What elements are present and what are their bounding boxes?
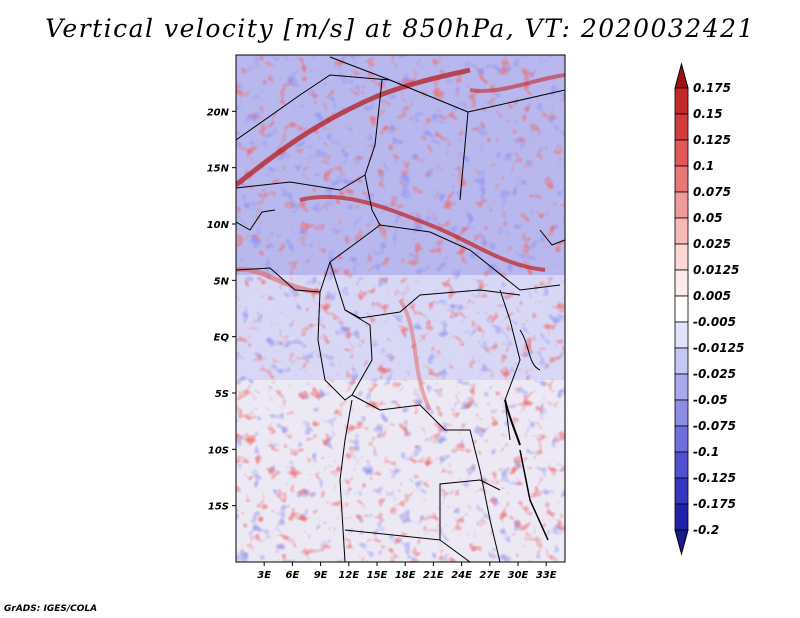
lake-malawi-shore bbox=[519, 449, 549, 541]
colorbar-swatch bbox=[674, 347, 689, 375]
colorbar-swatch bbox=[674, 399, 689, 427]
colorbar-label: 0.0125 bbox=[693, 263, 739, 277]
vertical-velocity-field bbox=[236, 55, 565, 562]
ascent-band-northeast bbox=[469, 73, 565, 93]
ascent-band-sahel-west bbox=[236, 67, 471, 187]
colorbar-label: -0.025 bbox=[693, 367, 736, 381]
algeria-niger-border bbox=[236, 74, 391, 141]
west-africa-border bbox=[236, 209, 276, 231]
colorbar-swatch bbox=[674, 191, 689, 219]
colorbar-swatch bbox=[674, 425, 689, 453]
lon-tick-label: 18E bbox=[395, 570, 416, 581]
lat-tick-label: 5N bbox=[214, 276, 230, 287]
lon-tick-label: 27E bbox=[479, 570, 500, 581]
colorbar-label: 0.1 bbox=[693, 159, 714, 173]
colorbar-label: 0.075 bbox=[693, 185, 731, 199]
colorbar-swatch bbox=[674, 295, 689, 323]
gabon-congo-coast bbox=[317, 291, 353, 401]
ascent-band-central bbox=[299, 194, 546, 272]
colorbar-label: -0.05 bbox=[693, 393, 728, 407]
map-title: Vertical velocity [m/s] at 850hPa, VT: 2… bbox=[45, 14, 755, 43]
colorbar: 0.175 0.15 0.125 0.1 0.075 0.05 0.025 0.0125 0.0… bbox=[674, 62, 744, 556]
lat-tick-label: 5S bbox=[215, 389, 229, 400]
lon-tick-label: 9E bbox=[314, 570, 328, 581]
drc-angola-border bbox=[351, 394, 481, 471]
colorbar-label: -0.1 bbox=[693, 445, 719, 459]
colorbar-label: -0.175 bbox=[693, 497, 736, 511]
colorbar-label: 0.05 bbox=[693, 211, 723, 225]
colorbar-label: -0.005 bbox=[693, 315, 736, 329]
ethiopia-border bbox=[539, 229, 565, 246]
colorbar-swatch bbox=[674, 217, 689, 245]
lat-tick-label: 15S bbox=[208, 502, 229, 513]
colorbar-swatch bbox=[674, 269, 689, 297]
lat-tick-label: 10S bbox=[208, 445, 229, 456]
colorbar-label: -0.2 bbox=[693, 523, 719, 537]
angola-zambia-border bbox=[344, 479, 501, 541]
longitude-axis: 3E 6E 9E 12E 15E 18E 21E 24E 27E 30E 33E bbox=[257, 562, 557, 581]
colorbar-top-cap bbox=[674, 62, 689, 89]
map-frame bbox=[235, 54, 566, 563]
lon-tick-label: 12E bbox=[338, 570, 359, 581]
car-sudan-border bbox=[379, 224, 561, 291]
lat-tick-label: EQ bbox=[214, 333, 230, 344]
lon-tick-label: 33E bbox=[536, 570, 557, 581]
east-african-rift-border bbox=[499, 289, 521, 441]
lon-tick-label: 6E bbox=[286, 570, 300, 581]
lon-tick-label: 21E bbox=[423, 570, 444, 581]
colorbar-swatch bbox=[674, 165, 689, 193]
egypt-sudan-border bbox=[467, 89, 565, 113]
congo-republic-border bbox=[344, 309, 373, 396]
lat-tick-label: 10N bbox=[207, 220, 230, 231]
colorbar-label: 0.125 bbox=[693, 133, 731, 147]
colorbar-label: -0.075 bbox=[693, 419, 736, 433]
colorbar-swatch bbox=[674, 87, 689, 115]
nigeria-niger-border bbox=[236, 174, 366, 191]
namibia-border bbox=[439, 539, 471, 562]
colorbar-label: 0.15 bbox=[693, 107, 723, 121]
colorbar-swatch bbox=[674, 373, 689, 401]
colorbar-swatch bbox=[674, 477, 689, 505]
colorbar-swatch bbox=[674, 139, 689, 167]
country-boundaries bbox=[236, 56, 565, 562]
colorbar-swatch bbox=[674, 451, 689, 479]
latitude-axis: 20N 15N 10N 5N EQ 5S 10S 15S bbox=[207, 107, 236, 513]
zambia-boundary bbox=[479, 469, 501, 562]
colorbar-label: 0.175 bbox=[693, 81, 731, 95]
grads-credit: GrADS: IGES/COLA bbox=[4, 604, 98, 614]
colorbar-bottom-cap bbox=[674, 529, 689, 556]
colorbar-swatch bbox=[674, 243, 689, 271]
colorbar-swatch bbox=[674, 321, 689, 349]
field-ascent-noise bbox=[236, 55, 565, 562]
colorbar-swatch bbox=[674, 503, 689, 531]
lat-tick-label: 15N bbox=[207, 164, 230, 175]
lon-tick-label: 3E bbox=[257, 570, 271, 581]
lake-tanganyika-shore bbox=[504, 399, 521, 446]
lat-tick-label: 20N bbox=[207, 107, 230, 118]
lon-tick-label: 15E bbox=[367, 570, 388, 581]
colorbar-label: -0.0125 bbox=[693, 341, 744, 355]
colorbar-label: 0.025 bbox=[693, 237, 731, 251]
colorbar-swatch bbox=[674, 113, 689, 141]
lon-tick-label: 30E bbox=[508, 570, 529, 581]
colorbar-label: -0.125 bbox=[693, 471, 736, 485]
lake-victoria-shore bbox=[519, 329, 541, 371]
lon-tick-label: 24E bbox=[451, 570, 472, 581]
colorbar-label: 0.005 bbox=[693, 289, 731, 303]
ascent-band-congo bbox=[398, 298, 432, 411]
angola-coast bbox=[339, 399, 353, 562]
libya-border bbox=[329, 56, 469, 201]
